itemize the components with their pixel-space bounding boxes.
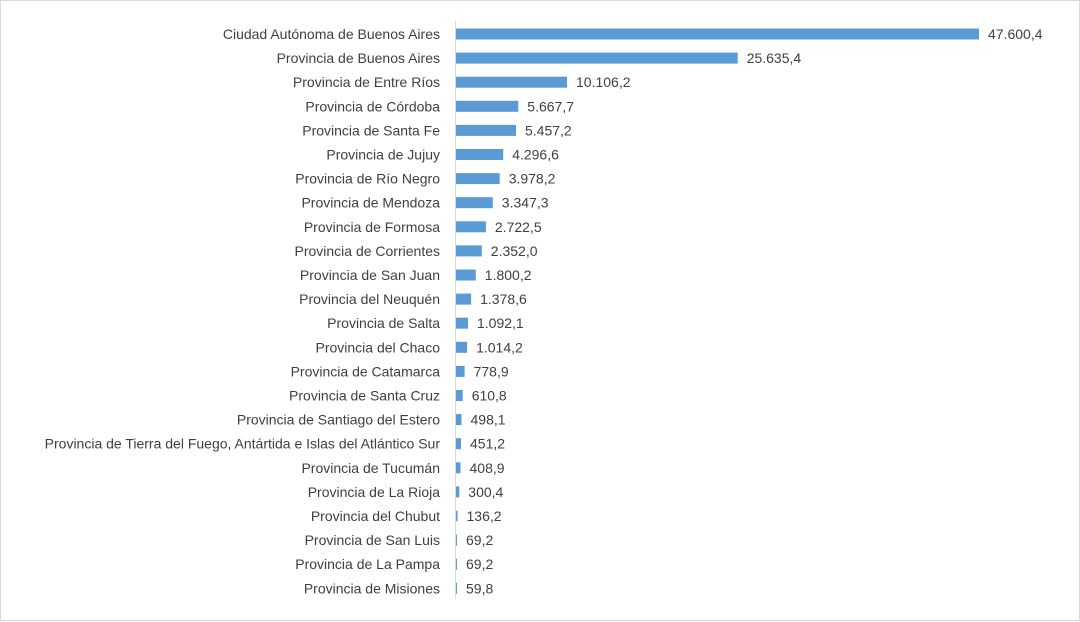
- category-label: Provincia de Jujuy: [326, 147, 440, 163]
- value-label: 3.347,3: [502, 195, 549, 211]
- category-label: Provincia de Córdoba: [305, 98, 440, 114]
- bar: [456, 365, 465, 377]
- bar: [456, 534, 457, 546]
- category-label: Provincia de Catamarca: [291, 363, 441, 379]
- bar: [456, 462, 461, 474]
- value-label: 5.457,2: [525, 122, 572, 138]
- bar: [456, 269, 476, 281]
- bar: [456, 173, 500, 185]
- value-label: 69,2: [466, 532, 493, 548]
- category-label: Provincia de Misiones: [304, 580, 440, 596]
- value-label: 4.296,6: [512, 147, 559, 163]
- value-label: 300,4: [468, 484, 503, 500]
- bar: [456, 221, 486, 233]
- category-label: Provincia de Salta: [327, 315, 440, 331]
- category-label: Provincia de Mendoza: [301, 195, 440, 211]
- value-label: 778,9: [474, 363, 509, 379]
- value-label: 47.600,4: [988, 26, 1043, 42]
- bar: [456, 317, 468, 329]
- category-label: Provincia de San Luis: [305, 532, 440, 548]
- bar: [456, 510, 458, 522]
- bar: [456, 28, 979, 40]
- category-label: Provincia de Tucumán: [301, 460, 440, 476]
- category-label: Provincia de Santiago del Estero: [237, 412, 440, 428]
- category-label: Provincia de Tierra del Fuego, Antártida…: [45, 436, 441, 452]
- category-label: Provincia de La Rioja: [308, 484, 441, 500]
- value-label: 1.092,1: [477, 315, 524, 331]
- bar: [456, 438, 461, 450]
- bar: [456, 341, 468, 353]
- bar: [456, 414, 462, 426]
- category-label: Provincia de Río Negro: [295, 171, 440, 187]
- category-label: Provincia de Santa Cruz: [289, 388, 440, 404]
- bar: [456, 582, 457, 594]
- category-label: Provincia del Neuquén: [299, 291, 440, 307]
- category-label: Provincia de Buenos Aires: [277, 50, 440, 66]
- value-label: 69,2: [466, 556, 493, 572]
- bar: [456, 52, 738, 64]
- bar: [456, 76, 567, 88]
- value-label: 610,8: [472, 388, 507, 404]
- category-label: Provincia de Santa Fe: [302, 122, 440, 138]
- value-label: 1.378,6: [480, 291, 527, 307]
- bar: [456, 100, 519, 112]
- category-label: Provincia de San Juan: [300, 267, 440, 283]
- category-label: Ciudad Autónoma de Buenos Aires: [223, 26, 440, 42]
- bars-group: [456, 28, 979, 594]
- bar: [456, 558, 457, 570]
- bar: [456, 245, 482, 257]
- value-label: 2.722,5: [495, 219, 542, 235]
- bar: [456, 293, 472, 305]
- value-label: 136,2: [467, 508, 502, 524]
- value-label: 2.352,0: [491, 243, 538, 259]
- bar: [456, 486, 460, 498]
- category-label: Provincia de Formosa: [304, 219, 440, 235]
- bar: [456, 149, 504, 160]
- category-labels: Ciudad Autónoma de Buenos Aires Provincia…: [45, 26, 441, 596]
- value-label: 10.106,2: [576, 74, 631, 90]
- value-label: 5.667,7: [527, 98, 574, 114]
- category-label: Provincia del Chubut: [311, 508, 440, 524]
- value-label: 25.635,4: [747, 50, 802, 66]
- value-labels: 47.600,4 25.635,4 10.106,25.667,7 5.457,2 4.…: [466, 26, 1043, 596]
- bar: [456, 390, 463, 401]
- category-label: Provincia de La Pampa: [295, 556, 440, 572]
- value-label: 408,9: [470, 460, 505, 476]
- bar: [456, 124, 516, 136]
- value-label: 498,1: [471, 412, 506, 428]
- category-label: Provincia de Corrientes: [294, 243, 440, 259]
- value-label: 1.014,2: [476, 339, 523, 355]
- bar: [456, 197, 493, 209]
- value-label: 59,8: [466, 580, 493, 596]
- category-label: Provincia del Chaco: [315, 339, 440, 355]
- value-label: 3.978,2: [509, 171, 556, 187]
- value-label: 451,2: [470, 436, 505, 452]
- category-label: Provincia de Entre Ríos: [293, 74, 440, 90]
- value-label: 1.800,2: [485, 267, 532, 283]
